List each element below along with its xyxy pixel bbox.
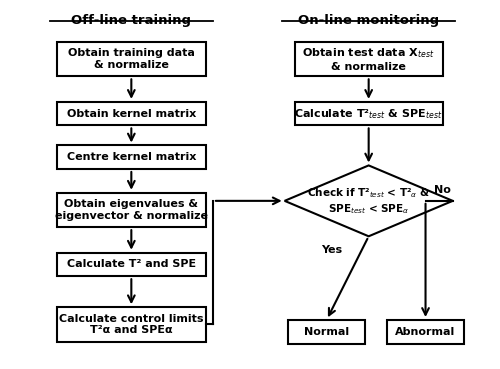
Text: Yes: Yes: [321, 245, 342, 255]
Text: Check if T²$_{test}$ < T²$_{α}$ &
SPE$_{test}$ < SPE$_{α}$: Check if T²$_{test}$ < T²$_{α}$ & SPE$_{…: [307, 186, 430, 215]
Text: Off-line training: Off-line training: [72, 14, 192, 27]
Text: Calculate control limits
T²α and SPEα: Calculate control limits T²α and SPEα: [59, 314, 204, 335]
Text: Calculate T² and SPE: Calculate T² and SPE: [67, 259, 196, 269]
Text: Obtain kernel matrix: Obtain kernel matrix: [66, 108, 196, 118]
FancyBboxPatch shape: [294, 42, 443, 76]
Text: Calculate T²$_{test}$ & SPE$_{test}$: Calculate T²$_{test}$ & SPE$_{test}$: [294, 107, 443, 121]
FancyBboxPatch shape: [57, 253, 206, 276]
FancyBboxPatch shape: [387, 320, 464, 344]
FancyBboxPatch shape: [57, 307, 206, 342]
Text: Centre kernel matrix: Centre kernel matrix: [66, 152, 196, 162]
FancyBboxPatch shape: [57, 102, 206, 125]
FancyBboxPatch shape: [57, 42, 206, 76]
Text: Obtain eigenvalues &
eigenvector & normalize: Obtain eigenvalues & eigenvector & norma…: [55, 199, 208, 221]
Text: Normal: Normal: [304, 327, 349, 337]
FancyBboxPatch shape: [57, 193, 206, 227]
Text: Obtain training data
& normalize: Obtain training data & normalize: [68, 48, 195, 70]
Text: On-line monitoring: On-line monitoring: [298, 14, 439, 27]
Text: Abnormal: Abnormal: [396, 327, 456, 337]
Text: No: No: [434, 185, 452, 196]
FancyBboxPatch shape: [57, 145, 206, 169]
Polygon shape: [284, 165, 452, 236]
Text: Obtain test data X$_{test}$
& normalize: Obtain test data X$_{test}$ & normalize: [302, 46, 435, 72]
FancyBboxPatch shape: [288, 320, 365, 344]
FancyBboxPatch shape: [294, 102, 443, 125]
